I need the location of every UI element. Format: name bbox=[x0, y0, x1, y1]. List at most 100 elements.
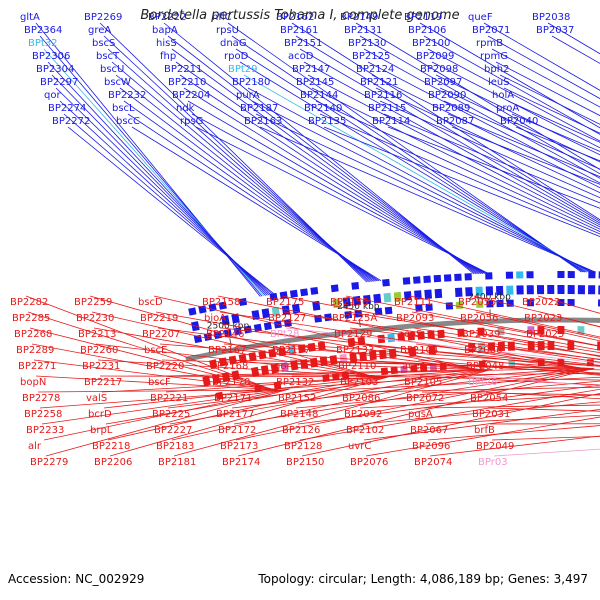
forward-gene-label[interactable]: BP2269 bbox=[84, 12, 122, 23]
forward-gene-label[interactable]: BP2116 bbox=[364, 90, 402, 101]
forward-gene-label[interactable]: BP2090 bbox=[428, 90, 466, 101]
forward-gene-label[interactable]: BP2364 bbox=[24, 25, 62, 36]
reverse-gene-label[interactable]: BP2285 bbox=[12, 313, 50, 324]
reverse-gene-label[interactable]: BP2213 bbox=[78, 329, 116, 340]
reverse-gene-label[interactable]: BP2206 bbox=[94, 457, 132, 468]
reverse-gene-label[interactable]: BP2110 bbox=[338, 361, 376, 372]
reverse-gene-label[interactable]: BP2168 bbox=[210, 361, 248, 372]
forward-gene-label[interactable]: bapA bbox=[152, 25, 178, 36]
forward-gene-label[interactable]: rpmG bbox=[480, 51, 508, 62]
reverse-gene-label[interactable]: pgsA bbox=[408, 409, 433, 420]
reverse-gene-label[interactable]: gor bbox=[274, 361, 291, 372]
reverse-gene-label[interactable]: BP2056 bbox=[460, 313, 498, 324]
reverse-gene-label[interactable]: BP2150 bbox=[286, 457, 324, 468]
forward-gene-label[interactable]: gltA bbox=[20, 12, 40, 23]
forward-gene-label[interactable]: bscL bbox=[112, 103, 135, 114]
forward-gene-label[interactable]: BP2187 bbox=[240, 103, 278, 114]
reverse-gene-label[interactable]: BP2093 bbox=[396, 313, 434, 324]
forward-gene-label[interactable]: BP2210 bbox=[168, 77, 206, 88]
forward-gene-label[interactable]: hisS bbox=[156, 38, 177, 49]
reverse-gene-label[interactable]: bioA bbox=[204, 313, 226, 324]
reverse-gene-label[interactable]: valS bbox=[86, 393, 107, 404]
reverse-gene-label[interactable]: BPt28 bbox=[270, 329, 300, 340]
forward-gene-label[interactable]: BP2115 bbox=[368, 103, 406, 114]
reverse-gene-label[interactable]: BP2025 bbox=[526, 329, 564, 340]
forward-gene-label[interactable]: acoD bbox=[288, 51, 314, 62]
forward-gene-label[interactable]: proA bbox=[496, 103, 519, 114]
reverse-gene-label[interactable]: BP2072 bbox=[406, 393, 444, 404]
forward-gene-label[interactable]: BP2071 bbox=[472, 25, 510, 36]
reverse-gene-label[interactable]: BP2137 bbox=[272, 345, 310, 356]
reverse-gene-label[interactable]: BP2096 bbox=[412, 441, 450, 452]
reverse-gene-label[interactable]: BP2227 bbox=[154, 425, 192, 436]
reverse-gene-label[interactable]: BP2146 bbox=[206, 329, 244, 340]
reverse-gene-label[interactable]: brfB bbox=[474, 425, 495, 436]
forward-gene-label[interactable]: rpsU bbox=[216, 25, 239, 36]
reverse-gene-label[interactable]: BP2105 bbox=[404, 377, 442, 388]
forward-gene-label[interactable]: BP2147 bbox=[292, 64, 330, 75]
forward-gene-label[interactable]: rpoD bbox=[224, 51, 249, 62]
forward-gene-label[interactable]: bscU bbox=[100, 64, 124, 75]
forward-gene-label[interactable]: BP2089 bbox=[432, 103, 470, 114]
forward-gene-label[interactable]: BP2163 bbox=[244, 116, 282, 127]
reverse-gene-label[interactable]: BP2127 bbox=[268, 313, 306, 324]
reverse-gene-label[interactable]: BP2217 bbox=[84, 377, 122, 388]
reverse-gene-label[interactable]: acpS bbox=[398, 329, 422, 340]
forward-gene-label[interactable]: BP2106 bbox=[408, 25, 446, 36]
reverse-gene-label[interactable]: BP2230 bbox=[76, 313, 114, 324]
forward-gene-label[interactable]: BP2131 bbox=[344, 25, 382, 36]
forward-gene-label[interactable]: dnaG bbox=[220, 38, 247, 49]
reverse-gene-label[interactable]: BP2260 bbox=[80, 345, 118, 356]
forward-gene-label[interactable]: BP2204 bbox=[172, 90, 210, 101]
reverse-gene-label[interactable]: aceA bbox=[402, 361, 427, 372]
forward-gene-label[interactable]: BP2119 bbox=[404, 12, 442, 23]
forward-gene-label[interactable]: BP2232 bbox=[108, 90, 146, 101]
reverse-gene-label[interactable]: BP2219 bbox=[140, 313, 178, 324]
forward-gene-label[interactable]: fhp bbox=[160, 51, 176, 62]
forward-gene-label[interactable]: qor bbox=[44, 90, 61, 101]
reverse-gene-label[interactable]: BP2148 bbox=[280, 409, 318, 420]
reverse-gene-label[interactable]: BP2258 bbox=[24, 409, 62, 420]
reverse-gene-label[interactable]: BPt26 bbox=[468, 377, 498, 388]
forward-gene-label[interactable]: BP2037 bbox=[536, 25, 574, 36]
reverse-gene-label[interactable]: BP2152 bbox=[278, 393, 316, 404]
reverse-gene-label[interactable]: BP2022 bbox=[522, 297, 560, 308]
forward-gene-label[interactable]: BP2149 bbox=[340, 12, 378, 23]
reverse-gene-label[interactable]: BP2086 bbox=[342, 393, 380, 404]
reverse-gene-label[interactable]: BP2218 bbox=[92, 441, 130, 452]
reverse-gene-label[interactable]: uvrC bbox=[348, 441, 371, 452]
forward-gene-label[interactable]: BP2098 bbox=[420, 64, 458, 75]
forward-gene-label[interactable]: BP2121 bbox=[360, 77, 398, 88]
forward-gene-label[interactable]: BP2297 bbox=[40, 77, 78, 88]
forward-gene-label[interactable]: bscW bbox=[104, 77, 131, 88]
reverse-gene-label[interactable]: BP2076 bbox=[350, 457, 388, 468]
reverse-gene-label[interactable]: bscD bbox=[138, 297, 163, 308]
forward-gene-label[interactable]: BP2124 bbox=[356, 64, 394, 75]
reverse-gene-label[interactable]: BP2102 bbox=[346, 425, 384, 436]
reverse-gene-label[interactable]: BP2172 bbox=[218, 425, 256, 436]
reverse-gene-label[interactable]: BP2181 bbox=[158, 457, 196, 468]
forward-gene-label[interactable]: BP2040 bbox=[500, 116, 538, 127]
forward-gene-label[interactable]: BP2304 bbox=[36, 64, 74, 75]
reverse-gene-label[interactable]: BP2278 bbox=[22, 393, 60, 404]
forward-gene-label[interactable]: queF bbox=[468, 12, 493, 23]
forward-gene-label[interactable]: holA bbox=[492, 90, 514, 101]
reverse-gene-label[interactable]: BP2170 bbox=[212, 377, 250, 388]
reverse-gene-label[interactable]: BP2023 bbox=[524, 313, 562, 324]
reverse-gene-label[interactable]: BP2129 bbox=[334, 329, 372, 340]
forward-gene-label[interactable]: BP2100 bbox=[412, 38, 450, 49]
forward-gene-label[interactable]: BP2087 bbox=[436, 116, 474, 127]
reverse-gene-label[interactable]: BP2167 bbox=[208, 345, 246, 356]
forward-gene-label[interactable]: BP2135 bbox=[308, 116, 346, 127]
forward-gene-label[interactable]: BP2097 bbox=[424, 77, 462, 88]
reverse-gene-label[interactable]: bscF bbox=[148, 377, 171, 388]
reverse-gene-label[interactable]: alr bbox=[28, 441, 42, 452]
reverse-gene-label[interactable]: bcrD bbox=[88, 409, 112, 420]
reverse-gene-label[interactable]: BP2074 bbox=[414, 457, 452, 468]
reverse-gene-label[interactable]: BP2175 bbox=[266, 297, 304, 308]
forward-gene-label[interactable]: BP2306 bbox=[32, 51, 70, 62]
forward-gene-label[interactable]: BP2125 bbox=[352, 51, 390, 62]
reverse-gene-label[interactable]: BP2039 bbox=[462, 329, 500, 340]
forward-gene-label[interactable]: ndk bbox=[176, 103, 195, 114]
